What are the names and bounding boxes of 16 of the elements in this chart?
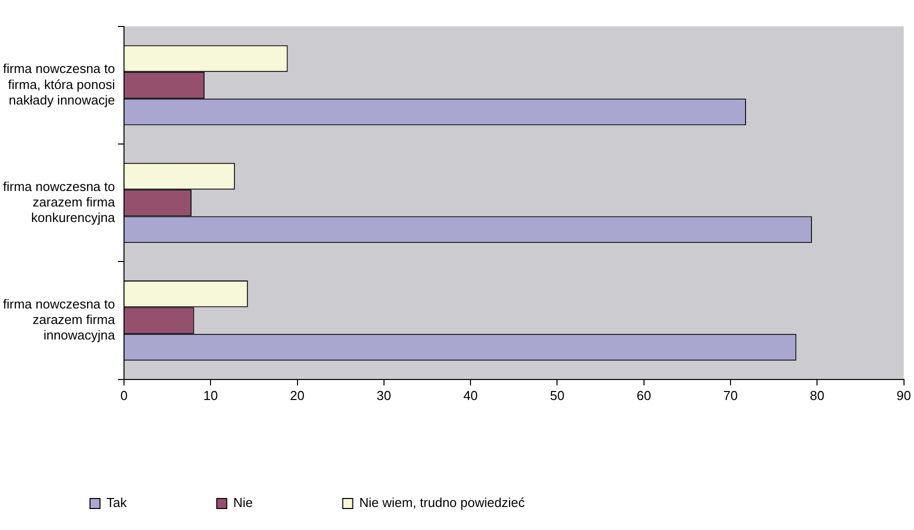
y-tick-label: firma nowczesna to firma, która ponosi nakłady innowacje: [2, 61, 116, 108]
x-tick-label: 80: [810, 388, 824, 403]
legend-label: Nie wiem, trudno powiedzieć: [359, 495, 526, 510]
x-tick-label: 0: [120, 388, 128, 403]
x-tick-label: 40: [463, 388, 478, 403]
x-tick-label: 20: [290, 388, 305, 403]
x-tick-label: 60: [636, 388, 652, 403]
legend-label: Nie: [233, 495, 253, 510]
legend-label: Tak: [106, 495, 128, 510]
x-tick-label: 10: [203, 388, 218, 403]
y-tick-label: firma nowczesna to zarazem firma konkurencyjna: [2, 178, 116, 226]
x-tick-label: 30: [376, 388, 392, 403]
y-tick-label: firma nowczesna to zarazem firma innowacyjna: [2, 296, 116, 343]
x-tick-label: 70: [723, 388, 738, 403]
x-tick-label: 50: [550, 388, 564, 403]
x-tick-label: 90: [896, 388, 912, 403]
